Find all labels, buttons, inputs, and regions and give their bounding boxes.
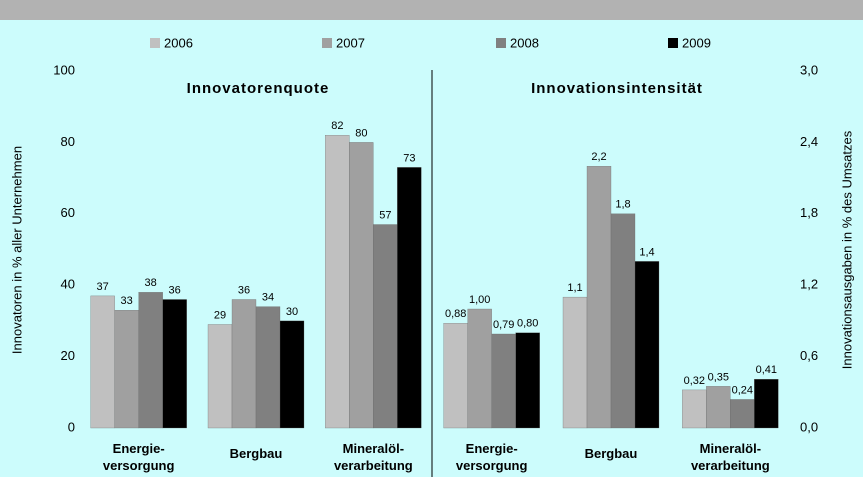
- legend-label: 2006: [164, 35, 193, 50]
- bar: [373, 224, 398, 429]
- bar: [610, 213, 636, 429]
- value-label: 1,00: [469, 294, 490, 306]
- bar: [255, 306, 281, 429]
- bar: [754, 379, 779, 429]
- bar: [706, 386, 731, 429]
- bar: [349, 142, 374, 429]
- value-label: 0,35: [708, 371, 729, 383]
- value-label: 36: [169, 284, 181, 296]
- y-tick-label: 80: [61, 134, 75, 149]
- value-label: 57: [379, 209, 391, 221]
- value-label: 73: [403, 152, 415, 164]
- y2-tick-label: 1,8: [800, 205, 818, 220]
- x-tick-label: Energie-versorgung: [456, 441, 528, 473]
- y2-tick-label: 0,0: [800, 419, 818, 434]
- y-tick-label: 0: [68, 419, 75, 434]
- y2-tick-label: 0,6: [800, 348, 818, 363]
- value-label: 1,4: [639, 246, 654, 258]
- bar: [491, 333, 516, 429]
- y-axis-label: Innovatoren in % aller Unternehmen: [9, 146, 24, 354]
- legend-swatch: [150, 38, 160, 48]
- y2-tick-label: 3,0: [800, 62, 818, 77]
- x-tick-label: Mineralöl-verarbeitung: [691, 441, 770, 473]
- bar: [467, 308, 492, 429]
- bar: [90, 295, 115, 429]
- value-label: 34: [262, 292, 274, 304]
- legend-label: 2009: [682, 35, 711, 50]
- bar: [682, 389, 707, 429]
- y2-tick-label: 1,2: [800, 277, 818, 292]
- value-label: 0,41: [756, 364, 777, 376]
- panel-title: Innovationsintensität: [531, 80, 703, 97]
- bar: [279, 320, 305, 429]
- bar: [397, 167, 422, 429]
- value-label: 38: [145, 277, 157, 289]
- y-tick-label: 40: [61, 277, 75, 292]
- value-label: 0,88: [445, 308, 466, 320]
- value-label: 2,2: [591, 151, 606, 163]
- value-label: 1,8: [615, 199, 630, 211]
- value-label: 80: [355, 127, 367, 139]
- y-tick-label: 20: [61, 348, 75, 363]
- bar: [515, 332, 540, 429]
- value-label: 0,80: [517, 318, 538, 330]
- value-label: 36: [238, 284, 250, 296]
- x-tick-label: Energie-versorgung: [103, 441, 175, 473]
- value-label: 82: [331, 120, 343, 132]
- legend-label: 2007: [336, 35, 365, 50]
- value-label: 0,24: [732, 384, 753, 396]
- bar: [138, 292, 163, 429]
- bar: [562, 296, 588, 429]
- value-label: 0,32: [684, 375, 705, 387]
- legend-swatch: [496, 38, 506, 48]
- value-label: 33: [121, 295, 133, 307]
- value-label: 37: [97, 281, 109, 293]
- bar: [730, 399, 755, 429]
- x-tick-label: Bergbau: [585, 446, 638, 461]
- x-tick-label: Mineralöl-verarbeitung: [334, 441, 413, 473]
- y2-tick-label: 2,4: [800, 134, 818, 149]
- y2-axis-label: Innovationsausgaben in % des Umsatzes: [839, 130, 854, 369]
- y-tick-label: 60: [61, 205, 75, 220]
- bar: [162, 299, 187, 429]
- value-label: 0,79: [493, 319, 514, 331]
- bar: [586, 166, 612, 429]
- bar: [325, 135, 350, 429]
- value-label: 29: [214, 309, 226, 321]
- top-bar: [0, 0, 863, 20]
- bar: [207, 324, 233, 429]
- x-tick-label: Bergbau: [230, 446, 283, 461]
- legend-swatch: [668, 38, 678, 48]
- bar: [231, 299, 257, 429]
- value-label: 30: [286, 306, 298, 318]
- bar: [634, 261, 660, 429]
- bar: [443, 323, 468, 429]
- y-tick-label: 100: [53, 62, 75, 77]
- value-label: 1,1: [567, 282, 582, 294]
- panel-title: Innovatorenquote: [187, 80, 330, 97]
- bar: [114, 310, 139, 429]
- legend-label: 2008: [510, 35, 539, 50]
- legend-swatch: [322, 38, 332, 48]
